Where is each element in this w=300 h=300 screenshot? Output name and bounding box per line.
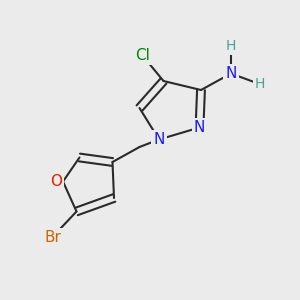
Text: Cl: Cl	[135, 48, 150, 63]
Text: H: H	[226, 40, 236, 53]
Text: H: H	[254, 77, 265, 91]
Text: O: O	[50, 174, 62, 189]
Text: N: N	[194, 120, 205, 135]
Text: N: N	[153, 132, 165, 147]
Text: N: N	[225, 66, 237, 81]
Text: Br: Br	[44, 230, 61, 244]
